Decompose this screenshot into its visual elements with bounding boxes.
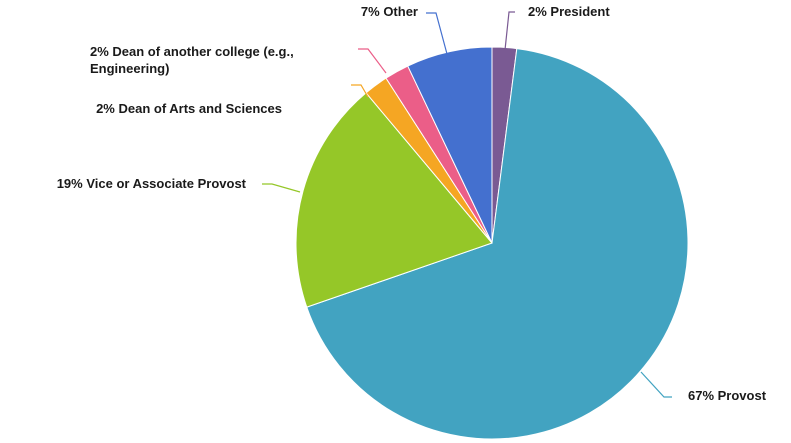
leader-line-dean-of-another-college-e-g-engineering [358, 48, 387, 74]
slice-label-other: 7% Other [361, 4, 418, 19]
slice-label-dean-of-arts-and-sciences: 2% Dean of Arts and Sciences [96, 101, 282, 116]
slice-labels: 2% President 67% Provost 19% Vice or Assoc… [57, 4, 767, 403]
pie-slice-other [407, 46, 493, 244]
leader-line-other [426, 12, 448, 55]
pie-slice-provost [306, 48, 689, 440]
leader-line-president [504, 11, 515, 51]
slice-label-vice-or-associate-provost: 19% Vice or Associate Provost [57, 176, 247, 191]
leader-lines [262, 11, 672, 398]
slice-label-president: 2% President [528, 4, 610, 19]
leader-line-vice-or-associate-provost [262, 183, 301, 193]
leader-line-provost [640, 371, 672, 398]
leader-line-dean-of-arts-and-sciences [351, 84, 369, 98]
pie-slices [295, 46, 689, 440]
slice-label-dean-of-another-college-e-g-engineering: 2% Dean of another college (e.g., Enginee… [90, 44, 294, 76]
slice-label-provost: 67% Provost [688, 388, 767, 403]
pie-slice-vice-or-associate-provost [295, 92, 493, 308]
